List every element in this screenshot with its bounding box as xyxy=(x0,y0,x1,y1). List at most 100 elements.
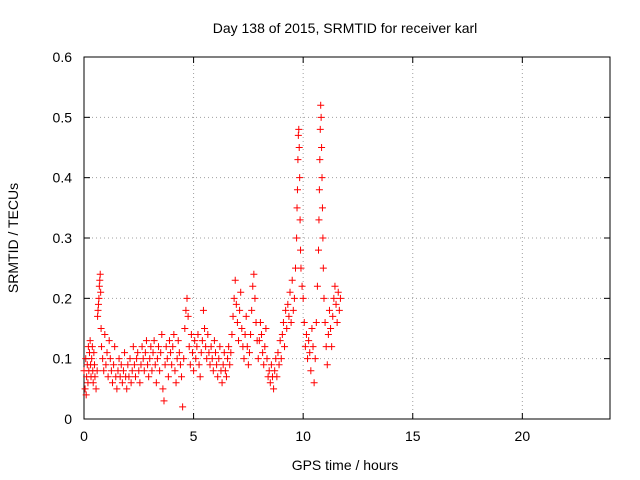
data-point xyxy=(153,355,161,363)
chart-title: Day 138 of 2015, SRMTID for receiver kar… xyxy=(213,20,478,36)
y-tick-label: 0.4 xyxy=(53,170,73,186)
data-point xyxy=(248,306,256,314)
data-point xyxy=(267,361,275,369)
data-point xyxy=(125,373,133,381)
data-point xyxy=(160,397,168,405)
data-point xyxy=(106,355,114,363)
data-point xyxy=(152,379,160,387)
data-point xyxy=(126,355,134,363)
data-point xyxy=(204,331,212,339)
data-point xyxy=(157,349,165,357)
data-point xyxy=(258,331,266,339)
data-point xyxy=(262,325,270,332)
data-point xyxy=(219,361,227,369)
data-point xyxy=(88,355,96,363)
data-point xyxy=(156,367,164,375)
plot-frame xyxy=(83,56,611,420)
data-point xyxy=(110,361,118,369)
data-point xyxy=(176,361,184,369)
data-point xyxy=(108,379,116,387)
data-point xyxy=(82,391,90,399)
data-point xyxy=(118,379,126,387)
data-point xyxy=(146,355,154,363)
data-point xyxy=(330,294,338,302)
x-tick-label: 15 xyxy=(405,428,421,444)
data-point xyxy=(259,349,267,357)
data-point xyxy=(201,325,209,332)
data-point xyxy=(224,355,232,363)
data-point xyxy=(335,306,343,314)
data-point xyxy=(187,331,195,339)
data-point xyxy=(164,373,172,381)
data-point xyxy=(243,343,251,351)
data-point xyxy=(307,367,315,375)
data-point xyxy=(271,367,279,375)
data-point xyxy=(209,367,217,375)
data-point xyxy=(316,125,324,133)
data-point xyxy=(250,270,258,278)
data-point xyxy=(294,156,302,164)
data-point xyxy=(97,288,105,296)
data-point xyxy=(98,343,106,351)
data-point xyxy=(320,294,328,302)
data-point xyxy=(97,325,105,332)
x-tick-label: 0 xyxy=(80,428,88,444)
y-tick-label: 0.5 xyxy=(53,109,73,125)
data-point xyxy=(121,349,129,357)
data-point xyxy=(82,355,90,363)
data-point xyxy=(296,216,304,224)
data-point xyxy=(218,379,226,387)
data-point xyxy=(285,312,293,320)
data-point xyxy=(295,125,303,133)
data-points xyxy=(80,101,344,411)
data-point xyxy=(102,361,110,369)
data-point xyxy=(301,343,309,351)
data-point xyxy=(281,343,289,351)
data-point xyxy=(183,294,191,302)
data-point xyxy=(196,373,204,381)
tick-labels: 0 5 10 15 20 0 0.1 0.2 0.3 0.4 0.5 0.6 xyxy=(53,49,531,444)
data-point xyxy=(150,337,158,345)
data-point xyxy=(138,343,146,351)
data-point xyxy=(198,337,206,345)
y-tick-label: 0.2 xyxy=(53,290,73,306)
data-point xyxy=(305,337,313,345)
data-point xyxy=(293,204,301,212)
data-point xyxy=(274,349,282,357)
data-point xyxy=(321,318,329,326)
data-point xyxy=(299,294,307,302)
data-point xyxy=(148,367,156,375)
data-point xyxy=(175,349,183,357)
data-point xyxy=(199,306,207,314)
data-point xyxy=(319,264,327,272)
data-point xyxy=(236,306,244,314)
data-point xyxy=(215,355,223,363)
data-point xyxy=(206,361,214,369)
data-point xyxy=(256,318,264,326)
data-point xyxy=(105,337,113,345)
data-point xyxy=(327,325,335,332)
data-point xyxy=(170,331,178,339)
data-point xyxy=(207,343,215,351)
data-point xyxy=(81,385,89,393)
data-point xyxy=(194,331,202,339)
data-point xyxy=(171,367,179,375)
data-point xyxy=(128,367,136,375)
x-tick-label: 10 xyxy=(295,428,311,444)
data-point xyxy=(104,373,112,381)
data-point xyxy=(313,282,321,290)
data-point xyxy=(240,355,248,363)
data-point xyxy=(275,361,283,369)
data-point xyxy=(324,331,332,339)
data-point xyxy=(94,306,102,314)
data-point xyxy=(165,337,173,345)
x-axis-label: GPS time / hours xyxy=(292,457,399,473)
data-point xyxy=(212,349,219,357)
data-point xyxy=(91,361,99,369)
data-point xyxy=(115,355,123,363)
data-point xyxy=(244,361,252,369)
data-point xyxy=(178,373,186,381)
data-point xyxy=(137,361,145,369)
data-point xyxy=(151,361,159,369)
data-point xyxy=(297,264,305,272)
